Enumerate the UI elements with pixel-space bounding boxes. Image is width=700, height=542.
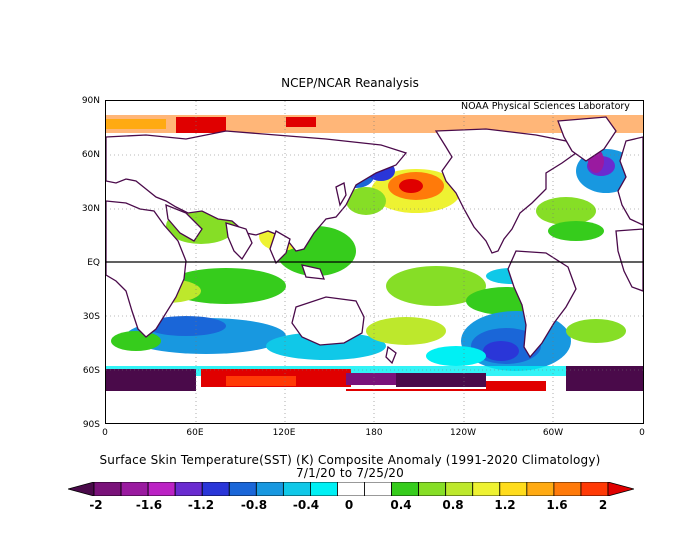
caption-variable: Surface Skin Temperature(SST) (K) Compos… xyxy=(99,453,601,467)
africa-landmass xyxy=(106,200,187,338)
lat-label: EQ xyxy=(87,258,100,268)
lon-label: 60W xyxy=(542,428,564,438)
colorbar-label: 0.4 xyxy=(390,498,412,512)
lat-label: 30S xyxy=(82,312,100,322)
colorbar-swatch xyxy=(391,482,420,496)
colorbar-label: -1.6 xyxy=(135,498,163,512)
lat-label: 30N xyxy=(81,204,100,214)
lon-label: 0 xyxy=(639,428,645,438)
lat-label: 90S xyxy=(82,420,100,430)
credit-label: NOAA Physical Sciences Laboratory xyxy=(459,101,632,112)
colorbar-label: 0.8 xyxy=(442,498,464,512)
colorbar-swatch xyxy=(120,482,149,496)
colorbar-arrow-left xyxy=(68,482,95,496)
colorbar xyxy=(68,482,634,496)
colorbar-swatch xyxy=(93,482,122,496)
lon-label: 120E xyxy=(272,428,296,438)
colorbar-swatch xyxy=(553,482,582,496)
colorbar-label: -2 xyxy=(89,498,103,512)
colorbar-label: 1.2 xyxy=(494,498,516,512)
lon-label: 180 xyxy=(365,428,383,438)
colorbar-swatch xyxy=(282,482,311,496)
colorbar-arrow-right xyxy=(607,482,634,496)
lon-label: 120W xyxy=(449,428,477,438)
colorbar-swatch xyxy=(147,482,176,496)
colorbar-swatch xyxy=(472,482,501,496)
lon-label: 0 xyxy=(102,428,108,438)
south-america-landmass xyxy=(507,250,577,359)
lon-label: 60E xyxy=(186,428,204,438)
colorbar-label: -0.8 xyxy=(240,498,268,512)
colorbar-swatch xyxy=(201,482,230,496)
colorbar-swatch xyxy=(310,482,338,496)
lat-label: 60N xyxy=(81,150,100,160)
colorbar-swatch xyxy=(580,482,609,496)
coastlines xyxy=(106,116,643,423)
map-svg xyxy=(106,101,643,423)
colorbar-swatch xyxy=(499,482,528,496)
colorbar-swatch xyxy=(445,482,474,496)
colorbar-label: -1.2 xyxy=(187,498,215,512)
colorbar-swatch xyxy=(174,482,203,496)
colorbar-swatch xyxy=(255,482,284,496)
colorbar-label: 0 xyxy=(344,498,354,512)
anomaly-map xyxy=(105,100,644,424)
colorbar-label: 1.6 xyxy=(546,498,568,512)
colorbar-swatch xyxy=(337,482,365,496)
chart-title: NCEP/NCAR Reanalysis xyxy=(281,76,419,90)
lat-label: 60S xyxy=(82,366,100,376)
colorbar-swatch xyxy=(418,482,447,496)
colorbar-swatch xyxy=(228,482,257,496)
lat-label: 90N xyxy=(81,96,100,106)
caption-dates: 7/1/20 to 7/25/20 xyxy=(296,466,404,480)
colorbar-label: 2 xyxy=(598,498,608,512)
colorbar-label: -0.4 xyxy=(292,498,320,512)
colorbar-swatch xyxy=(364,482,392,496)
australia-landmass xyxy=(291,296,365,346)
colorbar-swatch xyxy=(526,482,555,496)
